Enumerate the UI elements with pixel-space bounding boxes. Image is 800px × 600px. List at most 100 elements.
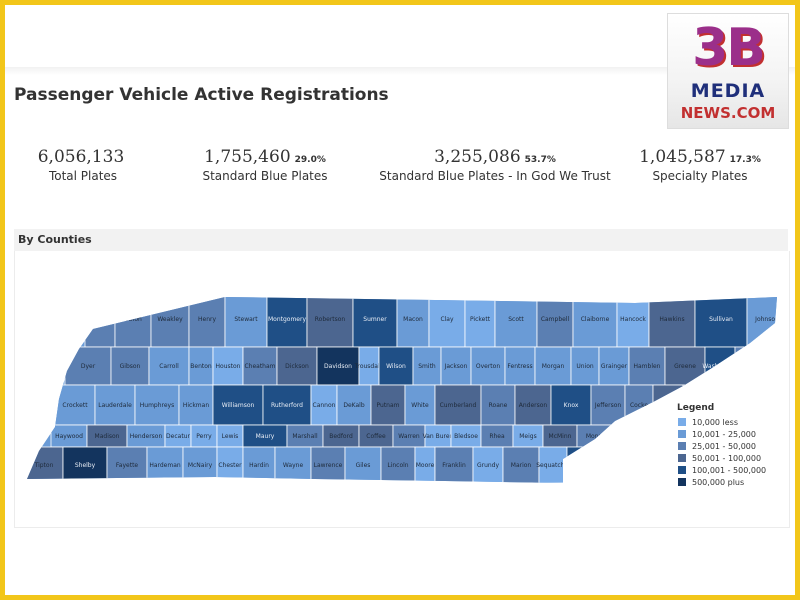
county-humphreys[interactable] <box>134 384 180 426</box>
county-label: Weakley <box>157 316 183 323</box>
county-label: Lawrence <box>314 462 343 469</box>
county-label: Bedford <box>329 433 353 440</box>
county-label: Claiborne <box>581 316 610 323</box>
county-label: Humphreys <box>140 402 174 409</box>
county-label: Rutherford <box>271 402 303 409</box>
stat-percent: 29.0% <box>294 155 326 165</box>
county-label: Cumberland <box>440 402 477 409</box>
legend-label: 25,001 - 50,000 <box>692 441 756 451</box>
county-label: Franklin <box>442 462 466 469</box>
county-label: Benton <box>190 363 212 370</box>
top-band <box>5 5 795 67</box>
county-label: Johnson <box>754 316 779 323</box>
county-grundy[interactable] <box>472 446 504 483</box>
county-label: Van Buren <box>423 433 454 440</box>
county-gibson[interactable] <box>110 346 150 386</box>
legend-item: 10,001 - 25,000 <box>677 428 766 440</box>
county-label: White <box>411 402 429 409</box>
county-montgomery[interactable] <box>266 291 308 348</box>
county-label: Lewis <box>222 433 239 440</box>
county-label: Chester <box>218 462 242 469</box>
legend-swatch <box>677 453 687 463</box>
county-label: Jackson <box>444 363 468 370</box>
county-cheatham[interactable] <box>242 346 278 386</box>
county-hawkins[interactable] <box>648 291 696 348</box>
county-label: Giles <box>356 462 371 469</box>
county-label: Putnam <box>377 402 400 409</box>
county-fentress[interactable] <box>504 346 536 386</box>
county-label: Sevier <box>659 402 678 409</box>
stat-percent: 17.3% <box>729 155 761 165</box>
county-williamson[interactable] <box>212 384 264 426</box>
legend-label: 10,000 less <box>692 417 739 427</box>
county-label: Henderson <box>130 433 163 440</box>
county-label: Hardeman <box>149 462 181 469</box>
county-cumberland[interactable] <box>434 384 482 426</box>
county-sequatchie[interactable] <box>538 446 568 483</box>
county-giles[interactable] <box>344 446 382 483</box>
logo-3b-text: 3B <box>692 18 766 78</box>
county-label: Pickett <box>470 316 491 323</box>
legend-label: 100,001 - 500,000 <box>692 465 767 475</box>
county-hamblen[interactable] <box>628 346 666 386</box>
county-label: Montgomery <box>268 316 306 323</box>
county-dekalb[interactable] <box>336 384 372 426</box>
county-label: Carroll <box>159 363 179 370</box>
county-label: Wayne <box>283 462 304 469</box>
county-union[interactable] <box>570 346 600 386</box>
county-label: Dyer <box>81 363 96 370</box>
county-label: Coffee <box>366 433 386 440</box>
county-label: Warren <box>398 433 420 440</box>
county-cannon[interactable] <box>310 384 338 426</box>
county-hamilton[interactable] <box>566 446 612 483</box>
logo-media-text: MEDIA <box>690 80 766 102</box>
county-label: Monroe <box>586 433 609 440</box>
county-label: Knox <box>564 402 579 409</box>
county-carter[interactable] <box>734 346 762 386</box>
legend-swatch <box>677 441 687 451</box>
county-hardin[interactable] <box>242 446 276 483</box>
county-obion[interactable] <box>114 291 152 348</box>
county-houston[interactable] <box>212 346 244 386</box>
county-label: Sullivan <box>709 316 733 323</box>
county-label: Cannon <box>313 402 336 409</box>
county-label: Polk <box>659 462 672 469</box>
county-lake[interactable] <box>84 291 116 348</box>
section-title: By Counties <box>18 233 92 246</box>
county-label: Rhea <box>489 433 505 440</box>
legend-swatch <box>677 417 687 427</box>
county-label: Grainger <box>601 363 628 370</box>
county-carroll[interactable] <box>148 346 190 386</box>
county-unicoi[interactable] <box>760 346 789 386</box>
legend-title: Legend <box>677 403 715 413</box>
county-label: Smith <box>418 363 436 370</box>
page-title: Passenger Vehicle Active Registrations <box>14 85 389 105</box>
county-putnam[interactable] <box>370 384 406 426</box>
county-label: Union <box>576 363 594 370</box>
tennessee-county-map[interactable]: Lake Obion Weakley Henry Stewart Montgomery Ro… <box>15 251 789 527</box>
stat-in-god-we-trust: 3,255,086 53.7% Standard Blue Plates - In… <box>375 147 615 183</box>
county-lincoln[interactable] <box>380 446 416 483</box>
county-bradley[interactable] <box>610 446 646 483</box>
legend-label: 50,001 - 100,000 <box>692 453 762 463</box>
county-claiborne[interactable] <box>572 291 618 348</box>
county-anderson[interactable] <box>514 384 552 426</box>
county-label: Macon <box>403 316 423 323</box>
county-hardeman[interactable] <box>146 446 184 483</box>
legend-item: 100,001 - 500,000 <box>677 464 766 476</box>
county-jefferson[interactable] <box>590 384 626 426</box>
county-label: Unicoi <box>768 363 787 370</box>
county-lauderdale[interactable] <box>94 384 136 426</box>
county-label: Hawkins <box>659 316 684 323</box>
stat-value: 1,045,587 <box>639 147 726 167</box>
county-label: Trousdale <box>354 363 384 370</box>
legend-item: 500,000 plus <box>677 476 766 488</box>
county-hancock[interactable] <box>616 291 650 348</box>
county-label: Shelby <box>75 462 96 469</box>
county-campbell[interactable] <box>536 291 574 348</box>
legend-label: 500,000 plus <box>692 477 745 487</box>
county-benton[interactable] <box>188 346 214 386</box>
county-label: Fentress <box>507 363 532 370</box>
county-shelby[interactable] <box>62 446 108 483</box>
county-franklin[interactable] <box>434 446 474 483</box>
